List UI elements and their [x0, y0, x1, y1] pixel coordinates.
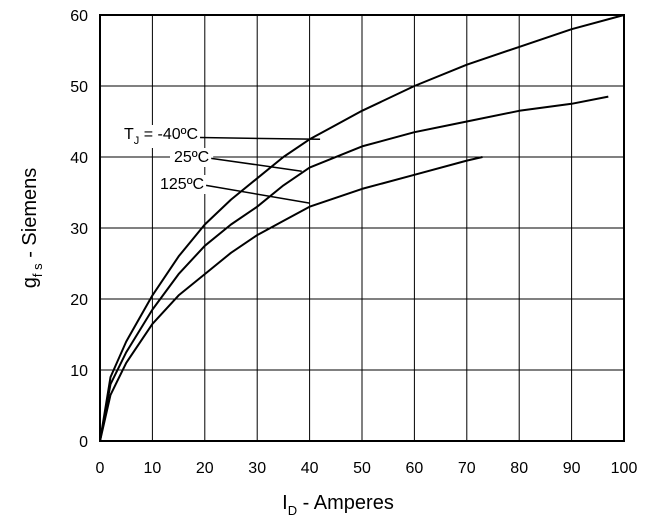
- x-tick-label-70: 70: [458, 460, 476, 477]
- plot-frame: [99, 14, 625, 442]
- annotation-leader-lines: [200, 136, 321, 204]
- y-axis-symbol: g: [19, 277, 41, 288]
- y-tick-label-60: 60: [70, 8, 88, 25]
- y-tick-label-40: 40: [70, 150, 88, 167]
- y-axis-text: - Siemens: [19, 168, 41, 264]
- annotation-backgrounds: [120, 125, 214, 194]
- annotation-bg-0: [120, 125, 203, 148]
- x-tick-label-20: 20: [196, 460, 214, 477]
- x-tick-label-30: 30: [248, 460, 266, 477]
- x-tick-label-0: 0: [96, 460, 105, 477]
- x-tick-label-60: 60: [406, 460, 424, 477]
- annotation-bg-2: [156, 175, 209, 194]
- annotation-25c: 25ºC: [174, 149, 209, 166]
- y-tick-labels: 0 10 20 30 40 50 60: [70, 8, 88, 451]
- series-line-2: [99, 156, 483, 442]
- annotation-bg-1: [170, 148, 214, 167]
- x-tick-labels: 0 10 20 30 40 50 60 70 80 90 100: [96, 460, 638, 477]
- x-tick-label-50: 50: [353, 460, 371, 477]
- x-axis-subscript: D: [288, 503, 297, 518]
- x-tick-label-10: 10: [144, 460, 162, 477]
- x-tick-label-40: 40: [301, 460, 319, 477]
- grid: [100, 15, 624, 441]
- annotation-leader-1: [211, 157, 302, 172]
- y-tick-label-30: 30: [70, 221, 88, 238]
- y-tick-label-10: 10: [70, 363, 88, 380]
- y-tick-label-50: 50: [70, 79, 88, 96]
- annotation-tj-subscript: J: [134, 135, 140, 147]
- x-axis-symbol: I: [282, 492, 288, 514]
- annotation-tj-text: = -40ºC: [139, 126, 198, 143]
- x-tick-label-80: 80: [510, 460, 528, 477]
- y-axis-subscript: f s: [30, 263, 45, 277]
- x-tick-label-100: 100: [611, 460, 638, 477]
- x-tick-label-90: 90: [563, 460, 581, 477]
- x-axis-title: ID - Amperes: [282, 492, 394, 518]
- annotation-tj-symbol: T: [124, 126, 134, 143]
- series-line-0: [99, 14, 625, 442]
- y-tick-label-20: 20: [70, 292, 88, 309]
- y-tick-label-0: 0: [79, 434, 88, 451]
- y-axis-title: gf s - Siemens: [19, 168, 45, 288]
- annotation-leader-0: [200, 136, 321, 140]
- x-axis-text: - Amperes: [297, 492, 394, 514]
- annotation-125c: 125ºC: [160, 176, 204, 193]
- annotation-leader-2: [205, 184, 310, 204]
- annotation-tj-minus40: TJ = -40ºC: [124, 126, 198, 147]
